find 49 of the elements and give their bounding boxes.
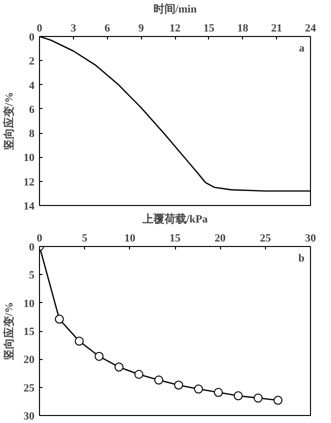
y-tick-label: 14 [24, 200, 35, 212]
y-tick-label: 6 [29, 104, 35, 116]
x-tick-label: 6 [104, 22, 110, 34]
x-tick-label: 30 [305, 232, 316, 244]
point [234, 391, 243, 400]
x-tick-label: 10 [124, 232, 136, 244]
y-tick-label: 15 [24, 326, 35, 338]
y-axis-title: 竖向应变/% [2, 302, 16, 362]
x-axis-title: 时间/min [153, 2, 197, 16]
annotation: a [299, 42, 305, 54]
point [114, 362, 124, 372]
x-tick-label: 5 [82, 232, 88, 244]
x-tick-label: 9 [138, 22, 144, 34]
y-tick-label: 10 [24, 298, 35, 310]
y-tick-label: 30 [24, 410, 35, 422]
y-tick-label: 20 [24, 354, 35, 366]
x-tick-label: 20 [214, 232, 226, 244]
x-tick-label: 3 [70, 22, 77, 34]
x-tick-label: 21 [271, 22, 282, 34]
x-tick-label: 24 [305, 22, 316, 34]
point [74, 336, 84, 346]
y-tick-label: 2 [29, 56, 35, 68]
y-tick-label: 25 [24, 382, 35, 394]
point [273, 396, 282, 405]
y-tick-label: 0 [29, 32, 35, 44]
point [94, 352, 104, 361]
y-axis-title: 竖向应变/% [2, 92, 16, 152]
point [134, 370, 144, 379]
annotation: b [298, 252, 305, 264]
x-tick-label: 0 [36, 232, 43, 244]
y-tick-label: 0 [29, 242, 35, 254]
point [214, 388, 223, 397]
x-tick-label: 18 [237, 22, 249, 34]
point [174, 380, 184, 390]
x-tick-label: 15 [203, 22, 215, 34]
y-tick-label: 4 [29, 80, 35, 92]
y-tick-label: 10 [24, 152, 35, 164]
y-tick-label: 8 [29, 128, 35, 140]
y-tick-label: 12 [24, 176, 35, 188]
x-tick-label: 15 [170, 232, 181, 244]
x-tick-label: 0 [36, 22, 43, 34]
point [194, 384, 203, 394]
y-tick-label: 5 [29, 270, 35, 282]
x-tick-label: 12 [170, 22, 181, 34]
point [254, 394, 263, 403]
point [154, 376, 164, 384]
x-axis-title: 上覆荷载/kPa [141, 212, 208, 226]
point [54, 314, 64, 324]
x-tick-label: 25 [260, 232, 272, 244]
